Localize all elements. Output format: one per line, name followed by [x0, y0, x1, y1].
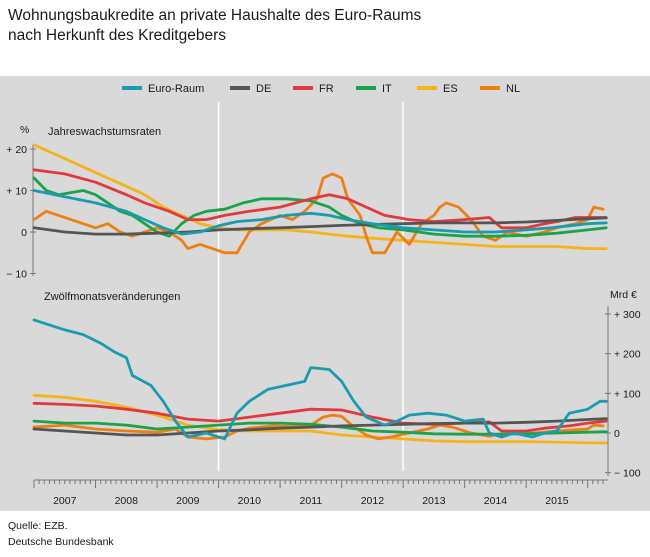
series-line-nl	[32, 172, 605, 255]
x-tick-label: 2008	[115, 495, 139, 507]
y-tick-label-right: + 100	[614, 388, 641, 400]
y-tick-label-left: + 10	[6, 186, 27, 198]
legend-label-de: DE	[256, 83, 271, 95]
y-unit-right: Mrd €	[610, 289, 637, 301]
legend-label-euro-raum: Euro-Raum	[148, 83, 204, 95]
y-tick-label-left: − 10	[6, 269, 27, 281]
series-line-de	[32, 417, 608, 437]
x-tick-label: 2014	[484, 495, 508, 507]
subtitle-top: Jahreswachstumsraten	[48, 126, 161, 138]
y-unit-left: %	[20, 124, 29, 136]
y-tick-label-right: + 200	[614, 349, 641, 361]
series-line-euro-raum	[32, 318, 608, 441]
chart-title: Wohnungsbaukredite an private Haushalte …	[8, 6, 421, 46]
publisher-note: Deutsche Bundesbank	[8, 536, 114, 548]
y-tick-label-right: + 300	[614, 309, 641, 321]
footer: Quelle: EZB. Deutsche Bundesbank	[8, 518, 114, 550]
x-tick-label: 2013	[422, 495, 446, 507]
panel-zwoelfmonatsveraenderungen: Mrd € Zwölfmonatsveränderungen + 300 + 200 +…	[32, 289, 641, 480]
subtitle-bottom: Zwölfmonatsveränderungen	[44, 291, 180, 303]
legend-label-fr: FR	[319, 83, 334, 95]
x-tick-label: 2010	[238, 495, 262, 507]
series-line-it	[32, 176, 608, 238]
source-note: Quelle: EZB.	[8, 520, 68, 532]
y-tick-label-right: 0	[614, 428, 620, 440]
legend-label-nl: NL	[506, 83, 520, 95]
y-tick-label-left: 0	[21, 227, 27, 239]
series-line-fr	[32, 168, 608, 230]
y-tick-label-right: − 100	[614, 468, 641, 480]
legend-label-es: ES	[443, 83, 458, 95]
series-line-euro-raum	[32, 189, 608, 236]
series-line-de	[32, 216, 608, 236]
legend-label-it: IT	[382, 83, 392, 95]
x-tick-label: 2007	[53, 495, 77, 507]
x-tick-label: 2011	[300, 495, 323, 507]
chart-svg: Euro-Raum DE FR IT ES NL % Jahreswachstumsrate…	[6, 83, 641, 507]
x-tick-label: 2009	[176, 495, 200, 507]
x-axis: 2007 2008 2009 2010 2011 2012 2013 2014 2015	[33, 479, 608, 507]
x-tick-label: 2015	[545, 495, 569, 507]
chart-title-line1: Wohnungsbaukredite an private Haushalte …	[8, 7, 422, 24]
chart-panel	[0, 76, 650, 511]
chart-legend: Euro-Raum DE FR IT ES NL	[122, 83, 520, 95]
x-tick-label: 2012	[361, 495, 385, 507]
title-box: Wohnungsbaukredite an private Haushalte …	[0, 0, 650, 76]
series-line-es	[32, 143, 608, 250]
y-tick-label-left: + 20	[6, 144, 27, 156]
panel-jahreswachstumsraten: % Jahreswachstumsraten + 20 + 10 0 − 10	[6, 102, 608, 471]
chart-title-line2: nach Herkunft des Kreditgebers	[8, 27, 226, 44]
series-line-fr	[32, 401, 608, 433]
